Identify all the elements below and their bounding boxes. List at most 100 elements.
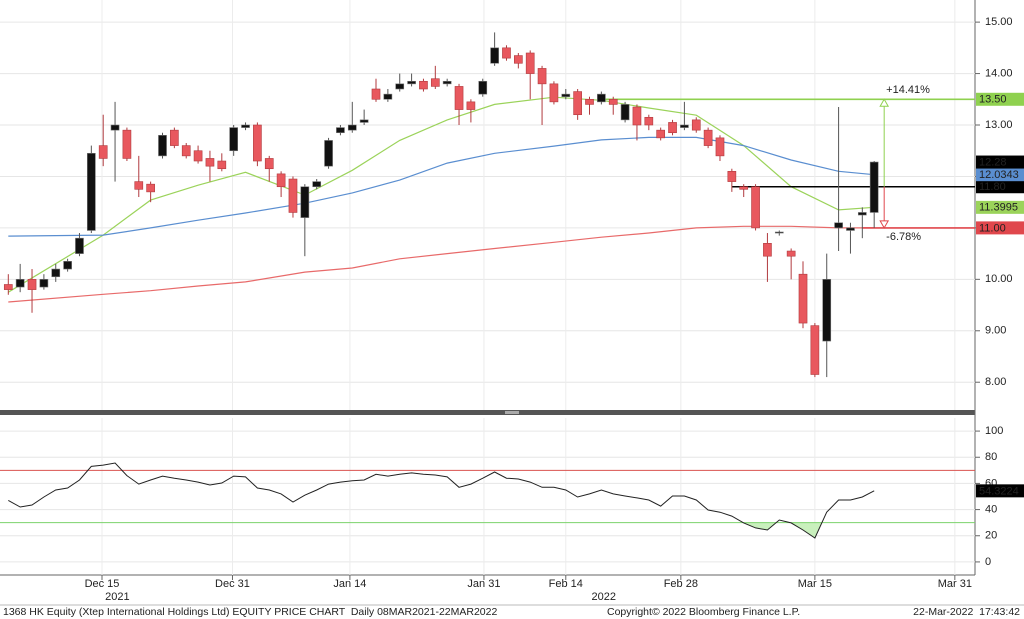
candle-body xyxy=(430,78,440,87)
y-tick-label: 80 xyxy=(985,451,997,463)
candle-body xyxy=(193,150,203,162)
rsi-line xyxy=(8,462,875,539)
candle-body xyxy=(63,261,72,270)
candle-body xyxy=(288,178,298,213)
candle-body xyxy=(27,279,37,290)
candle-body xyxy=(620,104,630,121)
price-tag xyxy=(976,155,1024,169)
annotation-label: +14.41% xyxy=(886,84,930,96)
candle-body xyxy=(146,183,155,193)
candle-body xyxy=(478,80,488,95)
candle-body xyxy=(537,68,547,85)
candle-body xyxy=(276,173,286,188)
candle-body xyxy=(502,47,511,59)
y-tick-label: 9.00 xyxy=(985,325,1006,337)
price-tag xyxy=(976,92,1024,106)
candle-body xyxy=(514,55,523,64)
candle-body xyxy=(751,186,760,229)
price-tag-label: 11.00 xyxy=(979,222,1006,234)
x-tick-label: Jan 14 xyxy=(333,578,366,590)
y-tick-label: 10.00 xyxy=(985,273,1013,285)
x-tick-label: Dec 31 xyxy=(215,578,250,590)
candle-body xyxy=(810,325,820,375)
x-tick-label: Mar 31 xyxy=(938,578,972,590)
panel-separator xyxy=(0,410,975,415)
candle-body xyxy=(763,243,772,257)
candle-body xyxy=(15,279,25,288)
x-tick-label: Feb 14 xyxy=(549,578,583,590)
candle-body xyxy=(668,122,677,134)
price-tag xyxy=(976,168,1024,182)
candle-body xyxy=(454,86,464,110)
candle-body xyxy=(466,101,476,110)
footer-left: 1368 HK Equity (Xtep International Holdi… xyxy=(3,606,497,618)
candle-body xyxy=(170,129,179,146)
candle-body xyxy=(561,93,571,98)
price-tag-label: 11.3995 xyxy=(979,202,1018,214)
candle-body xyxy=(774,231,784,234)
candle-body xyxy=(822,279,832,342)
candle-body xyxy=(3,284,13,290)
candle-body xyxy=(39,279,49,288)
candle-body xyxy=(644,116,654,126)
candle-body xyxy=(490,47,499,64)
candle-body xyxy=(857,212,867,216)
price-tag-label: 13.50 xyxy=(979,94,1007,106)
price-tag xyxy=(976,221,1024,235)
candle-body xyxy=(691,119,701,131)
candle-body xyxy=(371,88,381,100)
candle-body xyxy=(786,250,796,257)
candle-body xyxy=(834,222,843,229)
candle-body xyxy=(229,127,239,152)
candle-body xyxy=(110,124,120,131)
candle-body xyxy=(846,227,855,231)
candle-body xyxy=(98,145,108,159)
y-tick-label: 13.00 xyxy=(985,119,1013,131)
candle-body xyxy=(324,140,333,167)
candle-body xyxy=(727,171,737,182)
y-tick-label: 100 xyxy=(985,425,1003,437)
candle-body xyxy=(158,134,167,157)
candle-body xyxy=(300,186,310,218)
price-tag-label: 11.80 xyxy=(979,181,1006,193)
x-year-label: 2022 xyxy=(591,591,615,603)
annotation-label: -6.78% xyxy=(886,231,921,243)
candle-body xyxy=(419,80,428,90)
candle-body xyxy=(217,160,227,170)
candle-body xyxy=(869,161,879,213)
candle-body xyxy=(383,93,393,100)
candle-body xyxy=(739,186,749,190)
candle-body xyxy=(264,158,274,170)
candle-body xyxy=(656,129,666,139)
x-tick-label: Jan 31 xyxy=(467,578,500,590)
candle-body xyxy=(442,80,452,85)
footer-center: Copyright© 2022 Bloomberg Finance L.P. xyxy=(607,606,800,618)
candle-body xyxy=(359,119,369,123)
candle-body xyxy=(253,124,262,162)
y-tick-label: 20 xyxy=(985,530,997,542)
candle-body xyxy=(205,158,215,167)
price-tag-label: 12.0343 xyxy=(979,169,1019,181)
x-tick-label: Dec 15 xyxy=(85,578,120,590)
candle-body xyxy=(75,237,84,254)
candle-body xyxy=(86,152,96,231)
price-tag-label: 12.28 xyxy=(979,156,1007,168)
candle-body xyxy=(525,52,535,74)
price-plot xyxy=(0,0,975,410)
candle-body xyxy=(336,127,345,134)
x-tick-label: Mar 15 xyxy=(798,578,832,590)
candle-body xyxy=(134,181,144,190)
footer-right: 22-Mar-2022 17:43:42 xyxy=(913,606,1020,618)
candle-body xyxy=(347,124,357,131)
x-tick-label: Feb 28 xyxy=(664,578,698,590)
candle-body xyxy=(181,145,191,157)
candle-body xyxy=(798,273,808,324)
price-tag xyxy=(976,484,1024,498)
y-tick-label: 14.00 xyxy=(985,67,1013,79)
candle-body xyxy=(703,129,713,146)
candle-body xyxy=(241,124,250,128)
moving-average-line xyxy=(8,136,875,237)
separator-handle xyxy=(505,411,519,414)
